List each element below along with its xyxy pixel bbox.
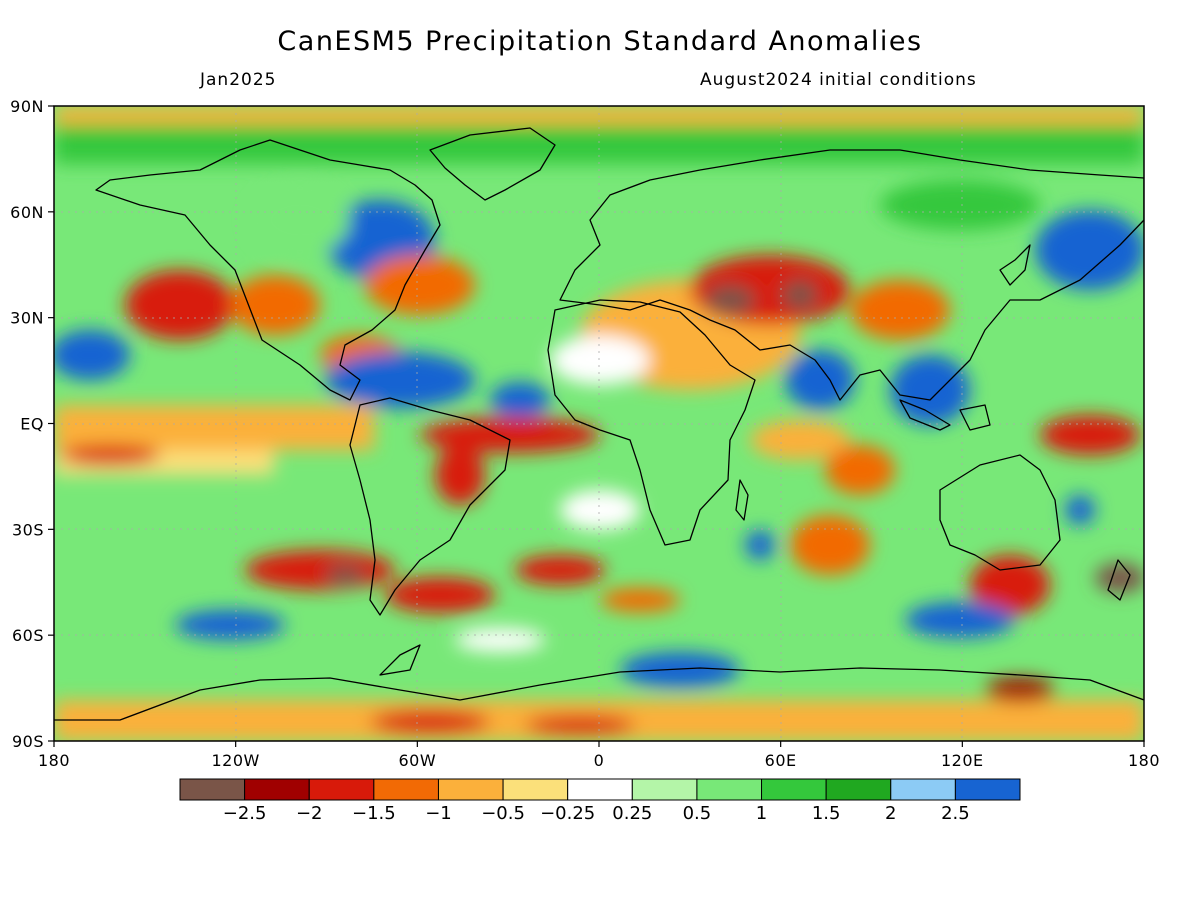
colorbar-label: 1 <box>756 803 767 824</box>
anomaly-field <box>54 106 1144 741</box>
y-tick-label: 60S <box>12 626 44 645</box>
x-tick-label: 120W <box>211 751 259 770</box>
y-tick-label: 90N <box>10 97 44 116</box>
y-tick-label: 30S <box>12 520 44 539</box>
colorbar: −2.5 −2 −1.5 −1 −0.5 −0.25 0.25 0.5 1 1.5 2 2.5 <box>179 778 1021 824</box>
colorbar-label: −1.5 <box>352 803 396 824</box>
colorbar-swatch <box>631 778 698 801</box>
colorbar-label: −2 <box>296 803 323 824</box>
colorbar-label: 2.5 <box>941 803 970 824</box>
y-axis: 90N 60N 30N EQ 30S 60S 90S <box>10 97 54 751</box>
colorbar-label: −0.25 <box>540 803 595 824</box>
colorbar-swatch <box>696 778 763 801</box>
colorbar-swatch <box>761 778 827 801</box>
colorbar-swatch <box>244 778 310 801</box>
y-tick-label: 90S <box>12 732 44 751</box>
colorbar-label: 1.5 <box>812 803 841 824</box>
x-tick-label: 120E <box>941 751 984 770</box>
x-tick-label: 0 <box>594 751 605 770</box>
colorbar-swatch <box>308 778 375 801</box>
x-tick-label: 60W <box>398 751 436 770</box>
x-axis: 180 120W 60W 0 60E 120E 180 <box>38 741 1160 770</box>
y-tick-label: 30N <box>10 309 44 328</box>
x-tick-label: 180 <box>38 751 70 770</box>
grid-lines <box>54 106 1144 741</box>
colorbar-swatch <box>825 778 892 801</box>
x-tick-label: 180 <box>1128 751 1160 770</box>
colorbar-swatch <box>373 778 439 801</box>
colorbar-swatch <box>437 778 504 801</box>
colorbar-label: −0.5 <box>481 803 525 824</box>
colorbar-swatch <box>567 778 633 801</box>
colorbar-label: −1 <box>425 803 452 824</box>
colorbar-label: 0.25 <box>612 803 652 824</box>
colorbar-label: 2 <box>885 803 896 824</box>
x-tick-label: 60E <box>765 751 797 770</box>
colorbar-swatch <box>502 778 569 801</box>
colorbar-swatch <box>179 778 246 801</box>
map-title: CanESM5 Precipitation Standard Anomalies <box>277 26 923 57</box>
initial-conditions: August2024 initial conditions <box>700 70 977 90</box>
forecast-month: Jan2025 <box>200 70 277 90</box>
y-tick-label: 60N <box>10 203 44 222</box>
colorbar-swatch <box>890 778 956 801</box>
y-tick-label: EQ <box>20 415 44 434</box>
colorbar-label: −2.5 <box>223 803 267 824</box>
coastlines <box>54 127 1144 721</box>
colorbar-swatch <box>954 778 1021 801</box>
colorbar-label: 0.5 <box>683 803 712 824</box>
